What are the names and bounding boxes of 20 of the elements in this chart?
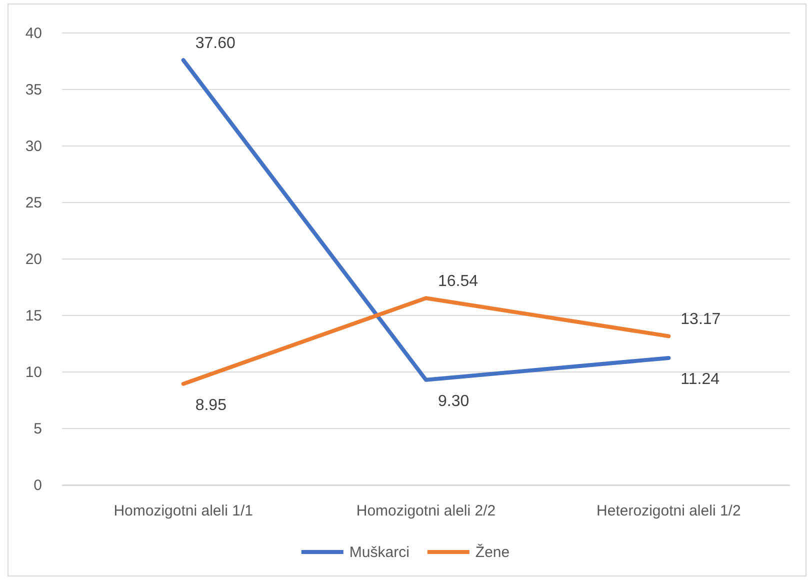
x-tick-label: Homozigotni aleli 1/1	[114, 502, 253, 520]
data-label: 13.17	[680, 311, 721, 328]
data-label: 8.95	[195, 396, 227, 414]
data-label: 16.54	[438, 273, 478, 290]
y-tick-label: 15	[25, 307, 42, 324]
data-label: 9.30	[438, 392, 470, 410]
y-tick-label: 20	[25, 250, 42, 268]
legend-label: Muškarci	[349, 544, 410, 561]
y-tick-label: 25	[25, 194, 42, 212]
legend-label: Žene	[475, 543, 510, 561]
y-tick-label: 0	[34, 476, 42, 494]
y-tick-label: 35	[25, 81, 42, 98]
data-label: 37.60	[195, 35, 236, 52]
y-tick-label: 10	[25, 364, 42, 381]
y-tick-label: 30	[25, 138, 42, 155]
y-tick-label: 5	[34, 420, 42, 438]
x-tick-label: Heterozigotni aleli 1/2	[596, 502, 741, 520]
data-label: 11.24	[680, 370, 720, 388]
y-tick-label: 40	[25, 24, 42, 42]
x-tick-label: Homozigotni aleli 2/2	[356, 502, 496, 520]
